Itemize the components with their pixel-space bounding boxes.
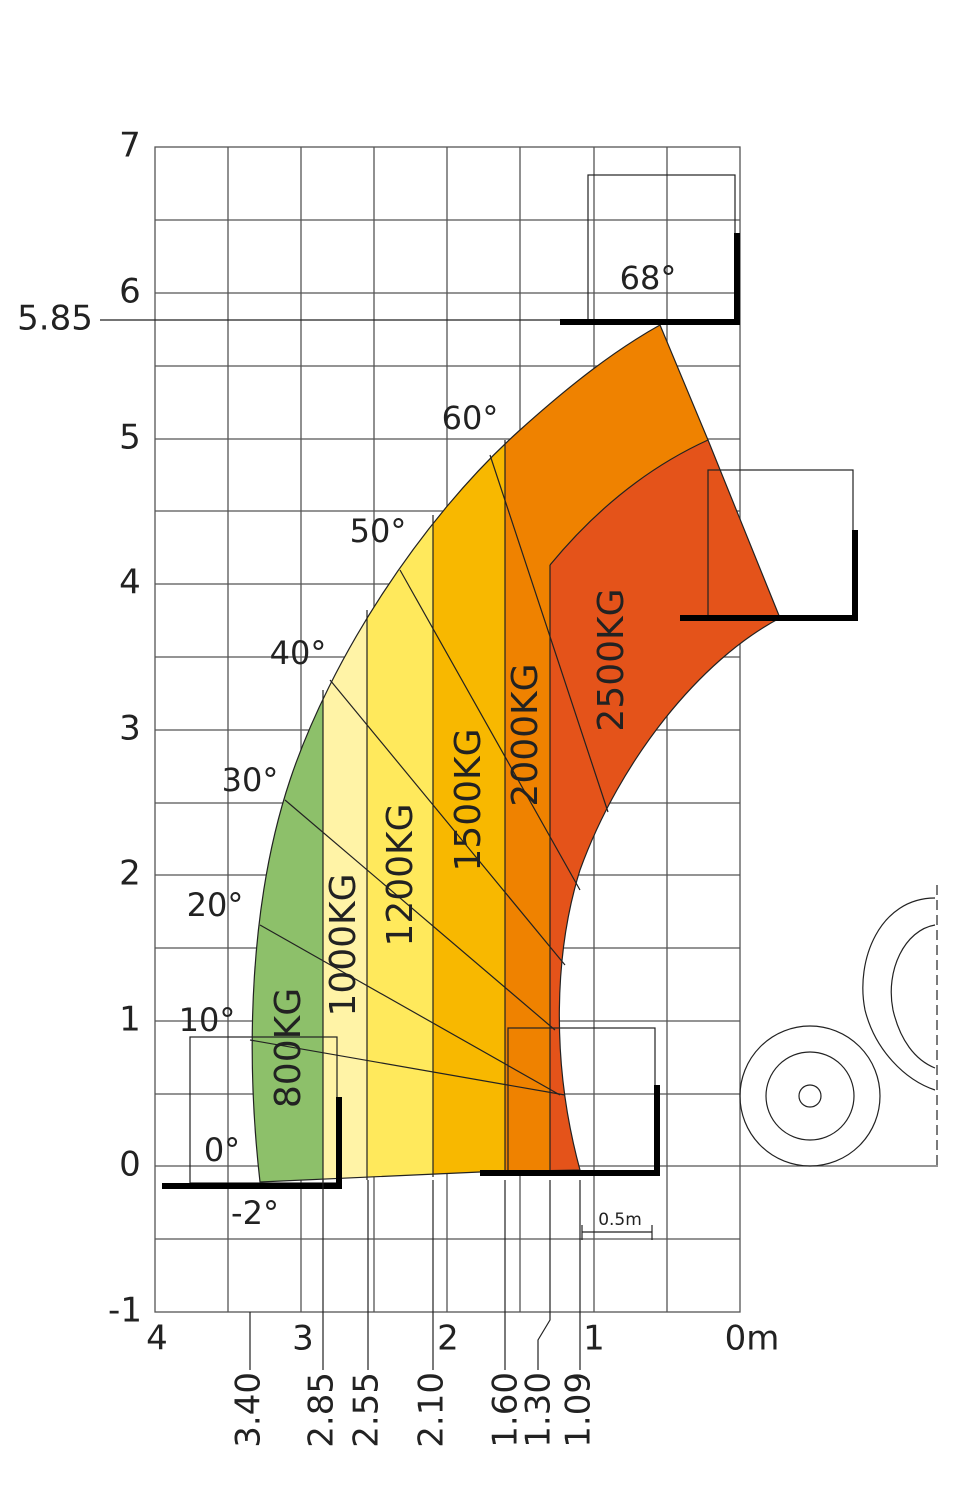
load-label: 1000KG [323,873,364,1016]
y-tick-label: 2 [119,854,141,894]
x-tick-label: 1 [583,1319,605,1359]
angle-label: 30° [222,761,279,799]
forks [162,174,858,1189]
y-tick-label: 7 [119,126,141,166]
y-tick-label: -1 [108,1291,142,1331]
x-tick-label: 3 [292,1319,314,1359]
y-axis: 7 6 5 4 3 2 1 0 -1 5.85 [17,126,142,1331]
reach-label: 1.30 [519,1372,559,1448]
load-label: 800KG [268,988,309,1108]
load-label: 1500KG [448,728,489,871]
reach-label: 1.60 [486,1372,526,1448]
x-axis: 4 3 2 1 0m 3.40 2.85 2.55 2.10 1.60 1.30… [146,1319,779,1448]
reach-leaders [100,319,653,1370]
angle-label: -2° [231,1194,279,1232]
angle-label: 10° [179,1001,236,1039]
vehicle [739,885,938,1167]
load-labels: 800KG 1000KG 1200KG 1500KG 2000KG 2500KG [268,588,632,1108]
load-label: 1200KG [380,803,421,946]
reach-label: 2.10 [412,1372,452,1448]
x-tick-label: 4 [146,1319,168,1359]
height-marker: 5.85 [17,299,93,339]
zone-lines [249,324,781,1183]
y-tick-label: 4 [119,563,141,603]
angle-label: 50° [350,512,407,550]
reach-label: 1.09 [559,1372,599,1448]
reach-label: 3.40 [229,1372,269,1448]
y-tick-label: 6 [119,272,141,312]
angle-label: 0° [204,1131,240,1169]
angles: 68° 60° 50° 40° 30° 20° 10° 0° -2° [179,259,677,1232]
load-label: 2500KG [591,588,632,731]
x-tick-label: 0m [725,1319,780,1359]
angle-label: 20° [187,886,244,924]
y-tick-label: 5 [119,418,141,458]
reach-label: 2.55 [347,1372,387,1448]
y-tick-label: 1 [119,1000,141,1040]
scale-label: 0.5m [598,1210,642,1230]
angle-label: 60° [442,399,499,437]
reach-label: 2.85 [302,1372,342,1448]
angle-label: 68° [620,259,677,297]
angle-label: 40° [270,634,327,672]
y-tick-label: 3 [119,709,141,749]
load-label: 2000KG [505,663,546,806]
y-tick-label: 0 [119,1145,141,1185]
x-tick-label: 2 [437,1319,459,1359]
